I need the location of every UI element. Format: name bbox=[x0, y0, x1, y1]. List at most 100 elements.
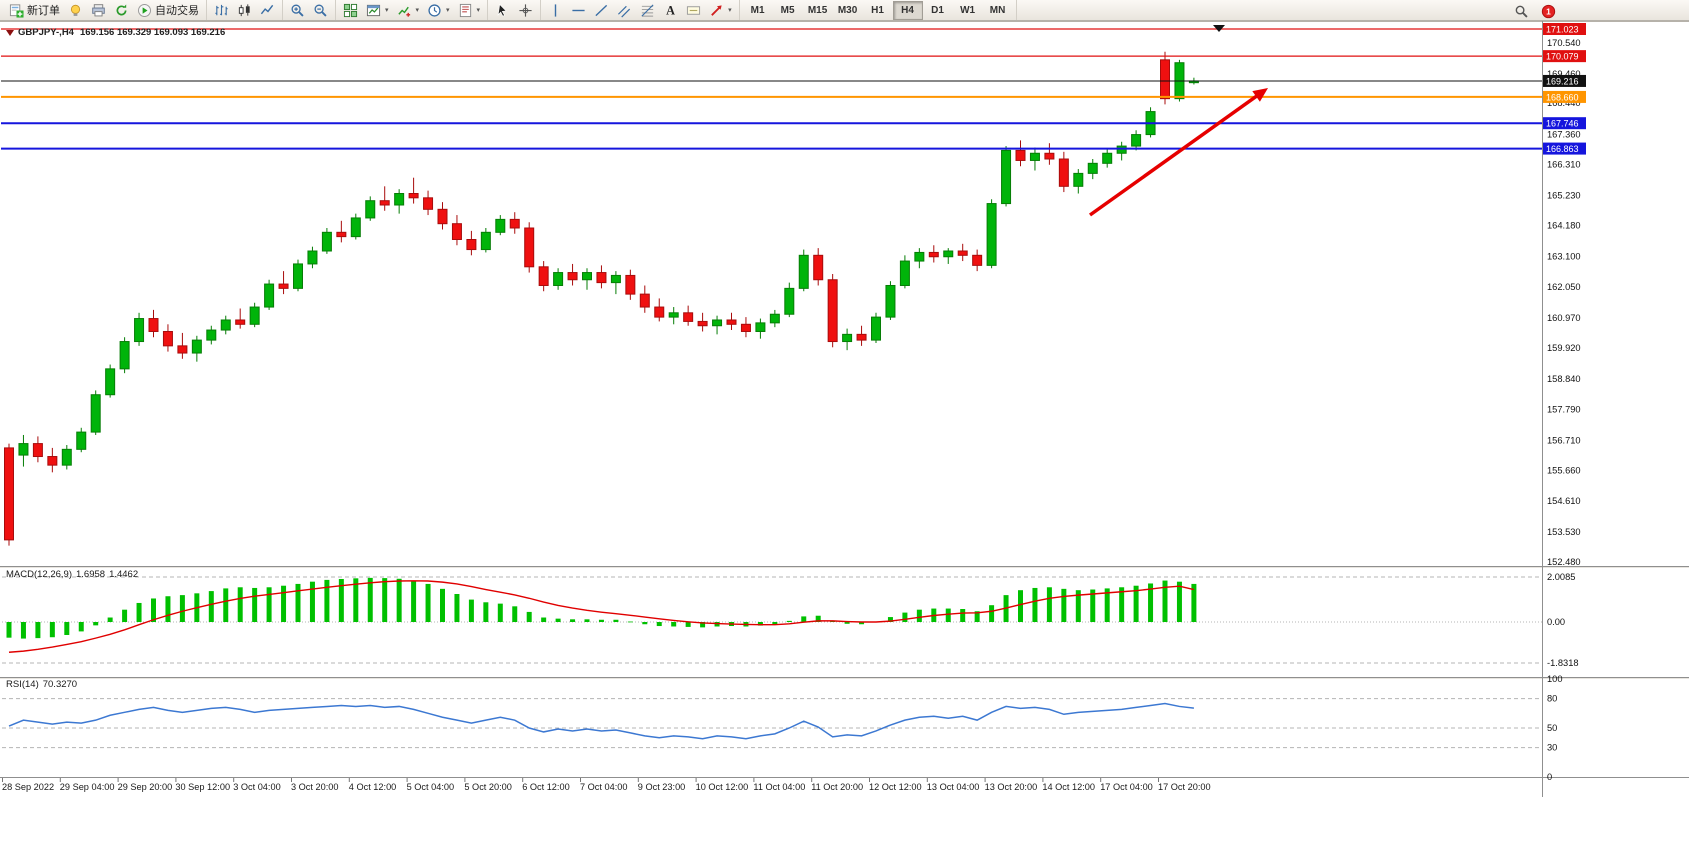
svg-text:166.863: 166.863 bbox=[1546, 144, 1579, 154]
svg-text:100: 100 bbox=[1547, 674, 1563, 684]
chevron-down-icon: ▾ bbox=[385, 7, 389, 14]
svg-text:167.746: 167.746 bbox=[1546, 119, 1579, 129]
svg-text:13 Oct 20:00: 13 Oct 20:00 bbox=[985, 782, 1038, 792]
rsi-title: RSI(14) bbox=[6, 679, 39, 690]
zoom-in-icon bbox=[290, 3, 305, 18]
chevron-down-icon: ▾ bbox=[728, 7, 732, 14]
svg-text:13 Oct 04:00: 13 Oct 04:00 bbox=[927, 782, 980, 792]
candlestick-series bbox=[4, 51, 1199, 546]
search-icon bbox=[1514, 4, 1529, 19]
chart-area[interactable]: 170.540 169.460 168.440 167.360 166.310 165.2… bbox=[0, 21, 1689, 859]
crosshair-tool-button[interactable] bbox=[514, 0, 537, 20]
channel-tool-button[interactable] bbox=[613, 0, 636, 20]
svg-text:11 Oct 20:00: 11 Oct 20:00 bbox=[811, 782, 863, 792]
svg-text:158.840: 158.840 bbox=[1547, 374, 1581, 384]
candles-icon bbox=[237, 3, 252, 18]
timeframe-h4-button[interactable]: H4 bbox=[892, 0, 923, 20]
timeframe-group: M1 M5 M15 M30 H1 H4 D1 W1 MN bbox=[740, 0, 1017, 20]
timeframe-d1-button[interactable]: D1 bbox=[931, 4, 944, 16]
svg-text:167.360: 167.360 bbox=[1547, 129, 1581, 139]
svg-text:170.540: 170.540 bbox=[1547, 38, 1581, 48]
notifications-button[interactable]: 1 bbox=[1537, 1, 1560, 21]
chart-window-icon bbox=[366, 3, 381, 18]
timeframe-m30-button[interactable]: M30 bbox=[837, 4, 858, 16]
templates-button[interactable]: ▾ bbox=[454, 0, 485, 20]
tile-windows-button[interactable] bbox=[339, 0, 362, 20]
trendline-tool-button[interactable] bbox=[590, 0, 613, 20]
price-lines[interactable]: 171.023 170.079 169.216 168.660 167.746 166.8… bbox=[1, 23, 1586, 155]
svg-text:5 Oct 20:00: 5 Oct 20:00 bbox=[464, 782, 512, 792]
price-axis[interactable]: 170.540 169.460 168.440 167.360 166.310 165.2… bbox=[1547, 38, 1581, 567]
trend-arrow[interactable] bbox=[1088, 88, 1268, 217]
fibonacci-tool-button[interactable] bbox=[636, 0, 659, 20]
svg-text:30: 30 bbox=[1547, 743, 1557, 753]
timeframe-w1-button[interactable]: W1 bbox=[960, 4, 976, 16]
svg-text:17 Oct 20:00: 17 Oct 20:00 bbox=[1158, 782, 1211, 792]
new-order-button[interactable]: 新订单 bbox=[5, 0, 64, 20]
svg-text:7 Oct 04:00: 7 Oct 04:00 bbox=[580, 782, 628, 792]
vline-tool-button[interactable] bbox=[544, 0, 567, 20]
print-button[interactable] bbox=[87, 0, 110, 20]
line-mode-button[interactable] bbox=[256, 0, 279, 20]
svg-text:-1.8318: -1.8318 bbox=[1547, 658, 1579, 668]
svg-text:28 Sep 2022: 28 Sep 2022 bbox=[2, 782, 54, 792]
chart-style-button[interactable] bbox=[64, 0, 87, 20]
zoom-in-button[interactable] bbox=[286, 0, 309, 20]
chart-shift-marker-icon[interactable] bbox=[1213, 25, 1225, 32]
svg-text:165.230: 165.230 bbox=[1547, 191, 1581, 201]
timeframe-m5-button[interactable]: M5 bbox=[780, 4, 795, 16]
svg-text:160.970: 160.970 bbox=[1547, 313, 1581, 323]
macd-title: MACD(12,26,9) bbox=[6, 569, 72, 580]
svg-text:155.660: 155.660 bbox=[1547, 466, 1581, 476]
new-chart-button[interactable]: ▾ bbox=[362, 0, 393, 20]
cursor-icon bbox=[495, 3, 510, 18]
toolbar-group: ▾ ▾ ▾ ▾ bbox=[336, 0, 489, 20]
chevron-down-icon: ▾ bbox=[415, 7, 420, 14]
time-axis[interactable]: 28 Sep 2022 29 Sep 04:00 29 Sep 20:00 30 Se… bbox=[2, 778, 1211, 792]
main-toolbar: 新订单 自动交易 ▾ ▾ ▾ ▾ A ▾ M1 M5 M15 M30 H1 H4 D1 W1 MN bbox=[0, 0, 1689, 21]
timeframe-m1-button[interactable]: M1 bbox=[750, 4, 765, 16]
autotrading-button[interactable]: 自动交易 bbox=[133, 0, 203, 20]
arrows-tool-button[interactable]: ▾ bbox=[705, 0, 736, 20]
autotrading-button-label: 自动交易 bbox=[155, 5, 199, 17]
vline-icon bbox=[548, 3, 563, 18]
refresh-button[interactable] bbox=[110, 0, 133, 20]
macd-main-value: 1.6958 bbox=[76, 569, 106, 580]
svg-text:10 Oct 12:00: 10 Oct 12:00 bbox=[696, 782, 749, 792]
timeframe-mn-button[interactable]: MN bbox=[989, 4, 1006, 16]
svg-text:169.460: 169.460 bbox=[1547, 69, 1581, 79]
lamp-icon bbox=[68, 3, 83, 18]
indicators-button[interactable]: ▾ bbox=[393, 0, 424, 20]
svg-text:168.440: 168.440 bbox=[1547, 98, 1581, 108]
label-tool-button[interactable] bbox=[682, 0, 705, 20]
toolbar-group bbox=[283, 0, 336, 20]
svg-text:168.660: 168.660 bbox=[1546, 92, 1579, 102]
chart-title: GBPJPY-,H4 169.156 169.329 169.093 169.2… bbox=[6, 27, 225, 38]
macd-panel: 2.0085 0.00 -1.8318 bbox=[2, 572, 1579, 668]
timeframe-m15-button[interactable]: M15 bbox=[807, 4, 828, 16]
svg-text:3 Oct 20:00: 3 Oct 20:00 bbox=[291, 782, 339, 792]
toolbar-right-icons: 1 bbox=[1510, 1, 1560, 21]
svg-text:17 Oct 04:00: 17 Oct 04:00 bbox=[1100, 782, 1153, 792]
text-tool-button[interactable]: A bbox=[659, 0, 682, 20]
cursor-tool-button[interactable] bbox=[491, 0, 514, 20]
alert-badge-icon: 1 bbox=[1541, 4, 1556, 19]
svg-text:11 Oct 04:00: 11 Oct 04:00 bbox=[753, 782, 805, 792]
svg-text:30 Sep 12:00: 30 Sep 12:00 bbox=[175, 782, 230, 792]
svg-text:1: 1 bbox=[1546, 6, 1551, 16]
svg-text:169.216: 169.216 bbox=[1546, 76, 1579, 86]
bars-mode-button[interactable] bbox=[210, 0, 233, 20]
svg-text:157.790: 157.790 bbox=[1547, 404, 1581, 414]
svg-text:0.00: 0.00 bbox=[1547, 617, 1565, 627]
new-order-button-label: 新订单 bbox=[27, 5, 60, 17]
svg-text:0: 0 bbox=[1547, 772, 1552, 782]
zoom-out-button[interactable] bbox=[309, 0, 332, 20]
periods-button[interactable]: ▾ bbox=[423, 0, 454, 20]
clock-icon bbox=[427, 3, 442, 18]
timeframe-h1-button[interactable]: H1 bbox=[871, 4, 884, 16]
symbol-marker-icon bbox=[6, 29, 14, 36]
candles-mode-button[interactable] bbox=[233, 0, 256, 20]
search-button[interactable] bbox=[1510, 1, 1533, 21]
hline-tool-button[interactable] bbox=[567, 0, 590, 20]
